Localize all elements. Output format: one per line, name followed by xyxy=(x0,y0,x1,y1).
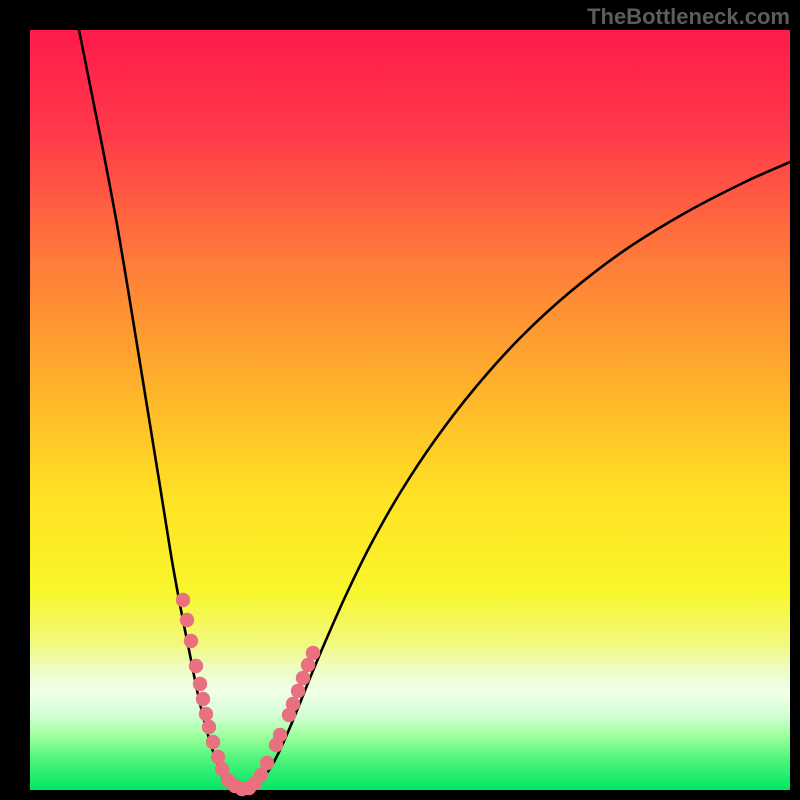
data-marker xyxy=(180,613,194,627)
plot-area xyxy=(30,30,790,790)
data-marker xyxy=(306,646,320,660)
data-marker xyxy=(199,707,213,721)
data-marker xyxy=(296,671,310,685)
marker-group xyxy=(176,593,320,796)
chart-frame: TheBottleneck.com xyxy=(0,0,800,800)
data-marker xyxy=(189,659,203,673)
data-marker xyxy=(202,720,216,734)
bottleneck-curve xyxy=(79,30,790,790)
data-marker xyxy=(286,697,300,711)
data-marker xyxy=(176,593,190,607)
data-marker xyxy=(291,684,305,698)
data-marker xyxy=(206,735,220,749)
watermark-text: TheBottleneck.com xyxy=(587,4,790,30)
data-marker xyxy=(260,756,274,770)
data-marker xyxy=(184,634,198,648)
data-marker xyxy=(196,692,210,706)
data-marker xyxy=(273,728,287,742)
data-marker xyxy=(193,677,207,691)
curve-layer xyxy=(30,30,790,790)
